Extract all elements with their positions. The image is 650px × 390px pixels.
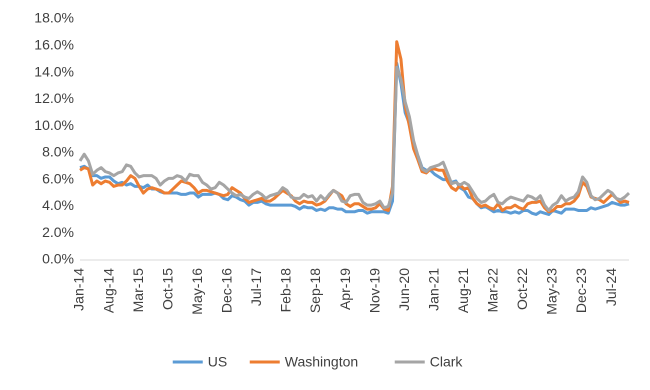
y-tick-label: 0.0% [42, 251, 74, 267]
x-tick-label: Jul-24 [603, 268, 619, 306]
x-tick-label: May-23 [544, 268, 560, 315]
x-tick-label: Feb-18 [278, 268, 294, 313]
x-tick-label: Aug-21 [455, 268, 471, 313]
x-tick-label: Aug-14 [100, 268, 116, 313]
y-tick-label: 8.0% [42, 144, 74, 160]
x-tick-label: Apr-19 [337, 268, 353, 310]
legend-label: Clark [430, 354, 464, 370]
x-tick-label: Oct-15 [159, 268, 175, 310]
x-tick-label: Sep-18 [307, 268, 323, 313]
y-tick-label: 4.0% [42, 197, 74, 213]
x-tick-label: May-16 [189, 268, 205, 315]
x-tick-label: Oct-22 [514, 268, 530, 310]
series-line [79, 61, 630, 216]
x-tick-label: Mar-15 [130, 268, 146, 313]
y-tick-label: 10.0% [34, 117, 74, 133]
x-tick-label: Nov-19 [366, 268, 382, 313]
x-tick-label: Dec-23 [573, 268, 589, 313]
y-tick-label: 2.0% [42, 224, 74, 240]
x-tick-label: Jun-20 [396, 268, 412, 311]
y-tick-label: 14.0% [34, 63, 74, 79]
x-tick-label: Jan-14 [71, 268, 87, 311]
y-tick-label: 12.0% [34, 90, 74, 106]
y-tick-label: 16.0% [34, 36, 74, 52]
x-tick-label: Dec-16 [219, 268, 235, 313]
legend-label: Washington [285, 354, 358, 370]
x-tick-label: Jan-21 [425, 268, 441, 311]
x-tick-label: Jul-17 [248, 268, 264, 306]
x-tick-label: Mar-22 [485, 268, 501, 313]
series-line [79, 40, 630, 214]
y-tick-label: 18.0% [34, 10, 74, 26]
legend-label: US [208, 354, 227, 370]
series-line [78, 65, 631, 212]
y-tick-label: 6.0% [42, 170, 74, 186]
